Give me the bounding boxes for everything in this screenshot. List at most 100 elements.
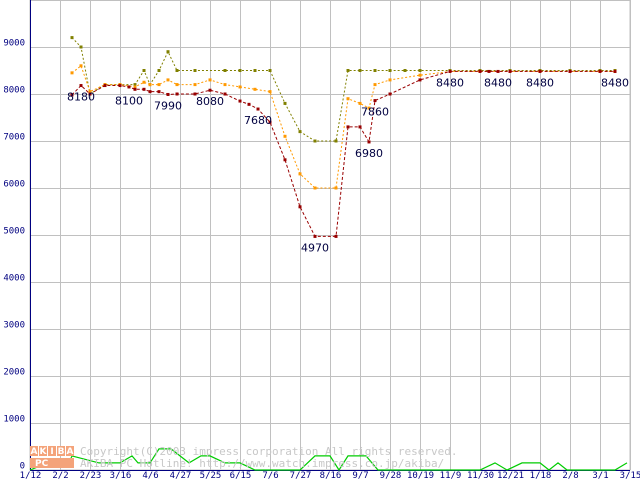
data-point-avg [358,101,362,105]
data-point-low [157,90,161,94]
y-tick-label: 5000 [3,227,25,237]
data-label: 6980 [355,147,383,160]
logo-letter-box [66,446,74,456]
x-tick-label: 1/18 [530,471,552,480]
y-tick-label: 3000 [3,321,25,331]
data-point-high [313,139,317,143]
x-tick-label: 9/28 [380,471,402,480]
x-tick-label: 1/12 [20,471,42,480]
data-point-avg [193,83,197,87]
data-point-high [79,45,83,49]
data-point-low [283,158,287,162]
data-point-avg [157,83,161,87]
x-tick-label: 10/19 [407,471,434,480]
data-point-high [373,69,377,72]
x-tick-label: 7/27 [290,471,312,480]
data-point-high [223,69,227,72]
data-point-high [418,69,422,72]
x-tick-label: 3/15 [620,471,640,480]
data-point-avg [313,186,317,190]
y-tick-label: 4000 [3,274,25,284]
x-tick-label: 6/15 [230,471,252,480]
data-point-low [148,90,152,94]
y-tick-label: 2000 [3,368,25,378]
data-point-avg [334,186,338,190]
data-point-high [346,69,350,72]
data-point-low [238,99,242,103]
data-point-high [133,83,137,87]
y-tick-label: 6000 [3,180,25,190]
y-tick-label: 9000 [3,39,25,49]
logo-letter-box [30,446,38,456]
data-label: 8480 [601,76,629,89]
data-point-high [358,69,362,72]
data-point-high [166,50,170,54]
data-point-low [334,234,338,238]
data-point-high [268,69,272,72]
copyright-watermark: A K I B APC Copyright(C)2003 impress corpora… [30,445,458,470]
data-point-low [175,92,179,96]
chart-series [29,36,628,472]
data-point-high [334,139,338,143]
x-tick-label: 5/25 [200,471,222,480]
logo-letter: B [58,447,65,457]
data-label: 7990 [154,99,182,112]
data-point-high [193,69,197,72]
data-point-low [193,92,197,96]
y-tick-label: 7000 [3,133,25,143]
y-tick-label: 0 [20,462,25,472]
data-point-low [298,205,302,209]
logo-letter-box [39,446,47,456]
data-point-low [358,125,362,129]
data-point-avg [208,78,212,82]
watermark-line-2: AKIBA PC Hotline! http://www.watch.impre… [80,457,444,470]
data-point-low [313,234,317,238]
data-point-high [238,69,242,72]
x-axis: 1/12 2/2 2/23 3/16 4/6 4/27 5/25 6/15 7/6 7/27 8/1… [20,470,640,480]
data-point-high [142,69,146,72]
y-axis: 1000090008000700060005000400030002000100… [0,0,31,472]
logo-letter: A [31,447,38,457]
data-point-avg [367,106,371,110]
data-point-avg [175,83,179,87]
series-line-count [29,448,628,472]
data-point-low [388,92,392,96]
data-point-low [127,85,131,89]
data-label: 8180 [67,91,95,104]
data-labels: 8180 8100 7990 8080 7680 4970 6980 7860 8480 8480… [67,76,629,254]
watermark-line-1: Copyright(C)2003 impress corporation All… [80,445,458,458]
data-label: 8100 [115,94,143,107]
logo-pc-text: PC [35,459,49,469]
data-point-avg [148,83,152,87]
data-point-high [283,101,287,105]
data-point-high [388,69,392,72]
data-point-low [487,69,491,73]
data-point-low [103,84,107,88]
data-label: 8480 [484,76,512,89]
data-point-avg [298,172,302,176]
data-point-avg [388,78,392,82]
logo-pc-box [30,458,74,468]
data-label: 7680 [244,114,272,127]
x-tick-label: 11/30 [467,471,494,480]
data-point-avg [79,64,83,68]
data-point-avg [88,90,92,94]
y-tick-label: 1000 [3,415,25,425]
x-tick-label: 9/7 [352,471,368,480]
x-tick-label: 3/1 [592,471,608,480]
data-point-avg [346,97,350,101]
data-point-low [70,93,74,97]
data-label: 8080 [196,95,224,108]
data-point-low [247,102,251,106]
y-tick-label: 8000 [3,86,25,96]
data-point-avg [418,73,422,77]
data-point-high [253,69,257,72]
logo-letter-box [57,446,65,456]
data-label: 8480 [436,76,464,89]
x-tick-label: 12/21 [497,471,524,480]
data-point-low [118,84,122,88]
data-point-low [418,78,422,82]
logo-letter: K [40,447,48,457]
x-tick-label: 3/16 [110,471,132,480]
